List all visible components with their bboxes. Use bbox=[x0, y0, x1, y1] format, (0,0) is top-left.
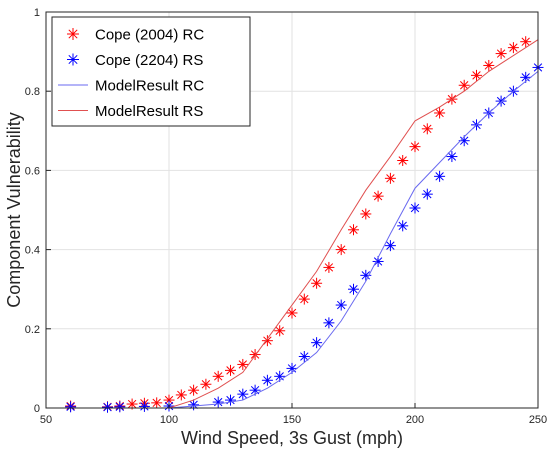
y-tick-label: 0.6 bbox=[25, 165, 40, 177]
data-point bbox=[138, 400, 150, 412]
data-point bbox=[360, 208, 372, 220]
data-point bbox=[372, 190, 384, 202]
data-point bbox=[212, 396, 224, 408]
x-axis-title: Wind Speed, 3s Gust (mph) bbox=[181, 428, 403, 448]
series-group bbox=[46, 36, 544, 413]
data-point bbox=[360, 269, 372, 281]
data-point bbox=[483, 59, 495, 71]
data-point bbox=[434, 170, 446, 182]
data-point bbox=[335, 299, 347, 311]
data-point bbox=[323, 317, 335, 329]
legend-label: Cope (2004) RC bbox=[95, 27, 204, 44]
data-point bbox=[274, 325, 286, 337]
series-line bbox=[46, 39, 539, 409]
data-point bbox=[421, 123, 433, 135]
data-point bbox=[102, 401, 113, 413]
data-point bbox=[421, 188, 433, 200]
data-point bbox=[126, 398, 138, 410]
tick-labels: 50 100 150 200 250 0 0.2 0.4 0.6 0.8 1 bbox=[25, 7, 547, 426]
series-line bbox=[46, 71, 539, 409]
series-3 bbox=[46, 71, 539, 409]
legend-swatch bbox=[67, 53, 79, 66]
legend-label: Cope (2204) RS bbox=[95, 52, 203, 69]
data-point bbox=[409, 202, 421, 214]
legend-entry: ModelResult RS bbox=[58, 103, 203, 120]
data-point bbox=[409, 141, 421, 153]
data-point bbox=[495, 95, 507, 107]
data-point bbox=[261, 335, 273, 347]
data-point bbox=[311, 277, 323, 289]
data-point bbox=[323, 261, 335, 273]
data-point bbox=[520, 71, 532, 83]
data-point bbox=[151, 397, 163, 409]
data-point bbox=[212, 370, 224, 382]
series-4 bbox=[46, 39, 539, 409]
data-point bbox=[298, 351, 310, 363]
data-point bbox=[495, 48, 507, 60]
legend-entry: Cope (2004) RC bbox=[67, 27, 204, 44]
data-point bbox=[397, 220, 409, 232]
data-point bbox=[237, 388, 249, 400]
x-tick-label: 150 bbox=[283, 414, 301, 426]
data-point bbox=[446, 151, 458, 163]
data-point bbox=[458, 79, 470, 91]
y-tick-label: 0.8 bbox=[25, 86, 40, 98]
data-point bbox=[384, 240, 396, 252]
legend: Cope (2004) RC Cope (2204) RS ModelResult … bbox=[51, 16, 251, 127]
data-point bbox=[397, 155, 409, 166]
data-point bbox=[200, 378, 212, 390]
legend-box bbox=[51, 16, 251, 127]
data-point bbox=[434, 107, 446, 119]
data-point bbox=[286, 362, 298, 374]
data-point bbox=[311, 337, 323, 349]
data-point bbox=[225, 364, 236, 376]
data-point bbox=[286, 307, 298, 319]
x-tick-label: 200 bbox=[406, 414, 424, 426]
data-point bbox=[348, 224, 359, 236]
data-point bbox=[335, 244, 347, 256]
y-tick-label: 1 bbox=[34, 7, 40, 19]
data-point bbox=[298, 293, 310, 305]
data-point bbox=[65, 401, 77, 413]
data-point bbox=[384, 172, 396, 184]
data-point bbox=[520, 36, 532, 48]
data-point bbox=[261, 374, 273, 386]
x-tick-label: 250 bbox=[529, 414, 547, 426]
legend-entry: ModelResult RC bbox=[58, 78, 204, 95]
data-point bbox=[175, 389, 187, 401]
data-point bbox=[114, 401, 126, 413]
y-tick-label: 0 bbox=[34, 403, 40, 415]
legend-label: ModelResult RS bbox=[95, 103, 203, 120]
data-point bbox=[348, 283, 359, 295]
data-point bbox=[471, 69, 482, 81]
x-tick-label: 100 bbox=[160, 414, 178, 426]
series-1 bbox=[65, 36, 532, 413]
y-tick-label: 0.4 bbox=[25, 245, 40, 257]
x-tick-label: 50 bbox=[40, 414, 52, 426]
legend-entry: Cope (2204) RS bbox=[67, 52, 203, 69]
data-point bbox=[237, 358, 249, 370]
data-point bbox=[188, 384, 200, 396]
legend-label: ModelResult RC bbox=[95, 78, 204, 95]
y-axis-title: Component Vulnerability bbox=[4, 112, 24, 307]
data-point bbox=[507, 42, 519, 54]
legend-swatch bbox=[67, 28, 79, 40]
y-tick-label: 0.2 bbox=[25, 324, 40, 336]
